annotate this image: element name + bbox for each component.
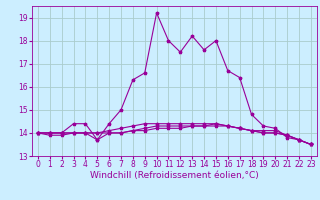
X-axis label: Windchill (Refroidissement éolien,°C): Windchill (Refroidissement éolien,°C) bbox=[90, 171, 259, 180]
